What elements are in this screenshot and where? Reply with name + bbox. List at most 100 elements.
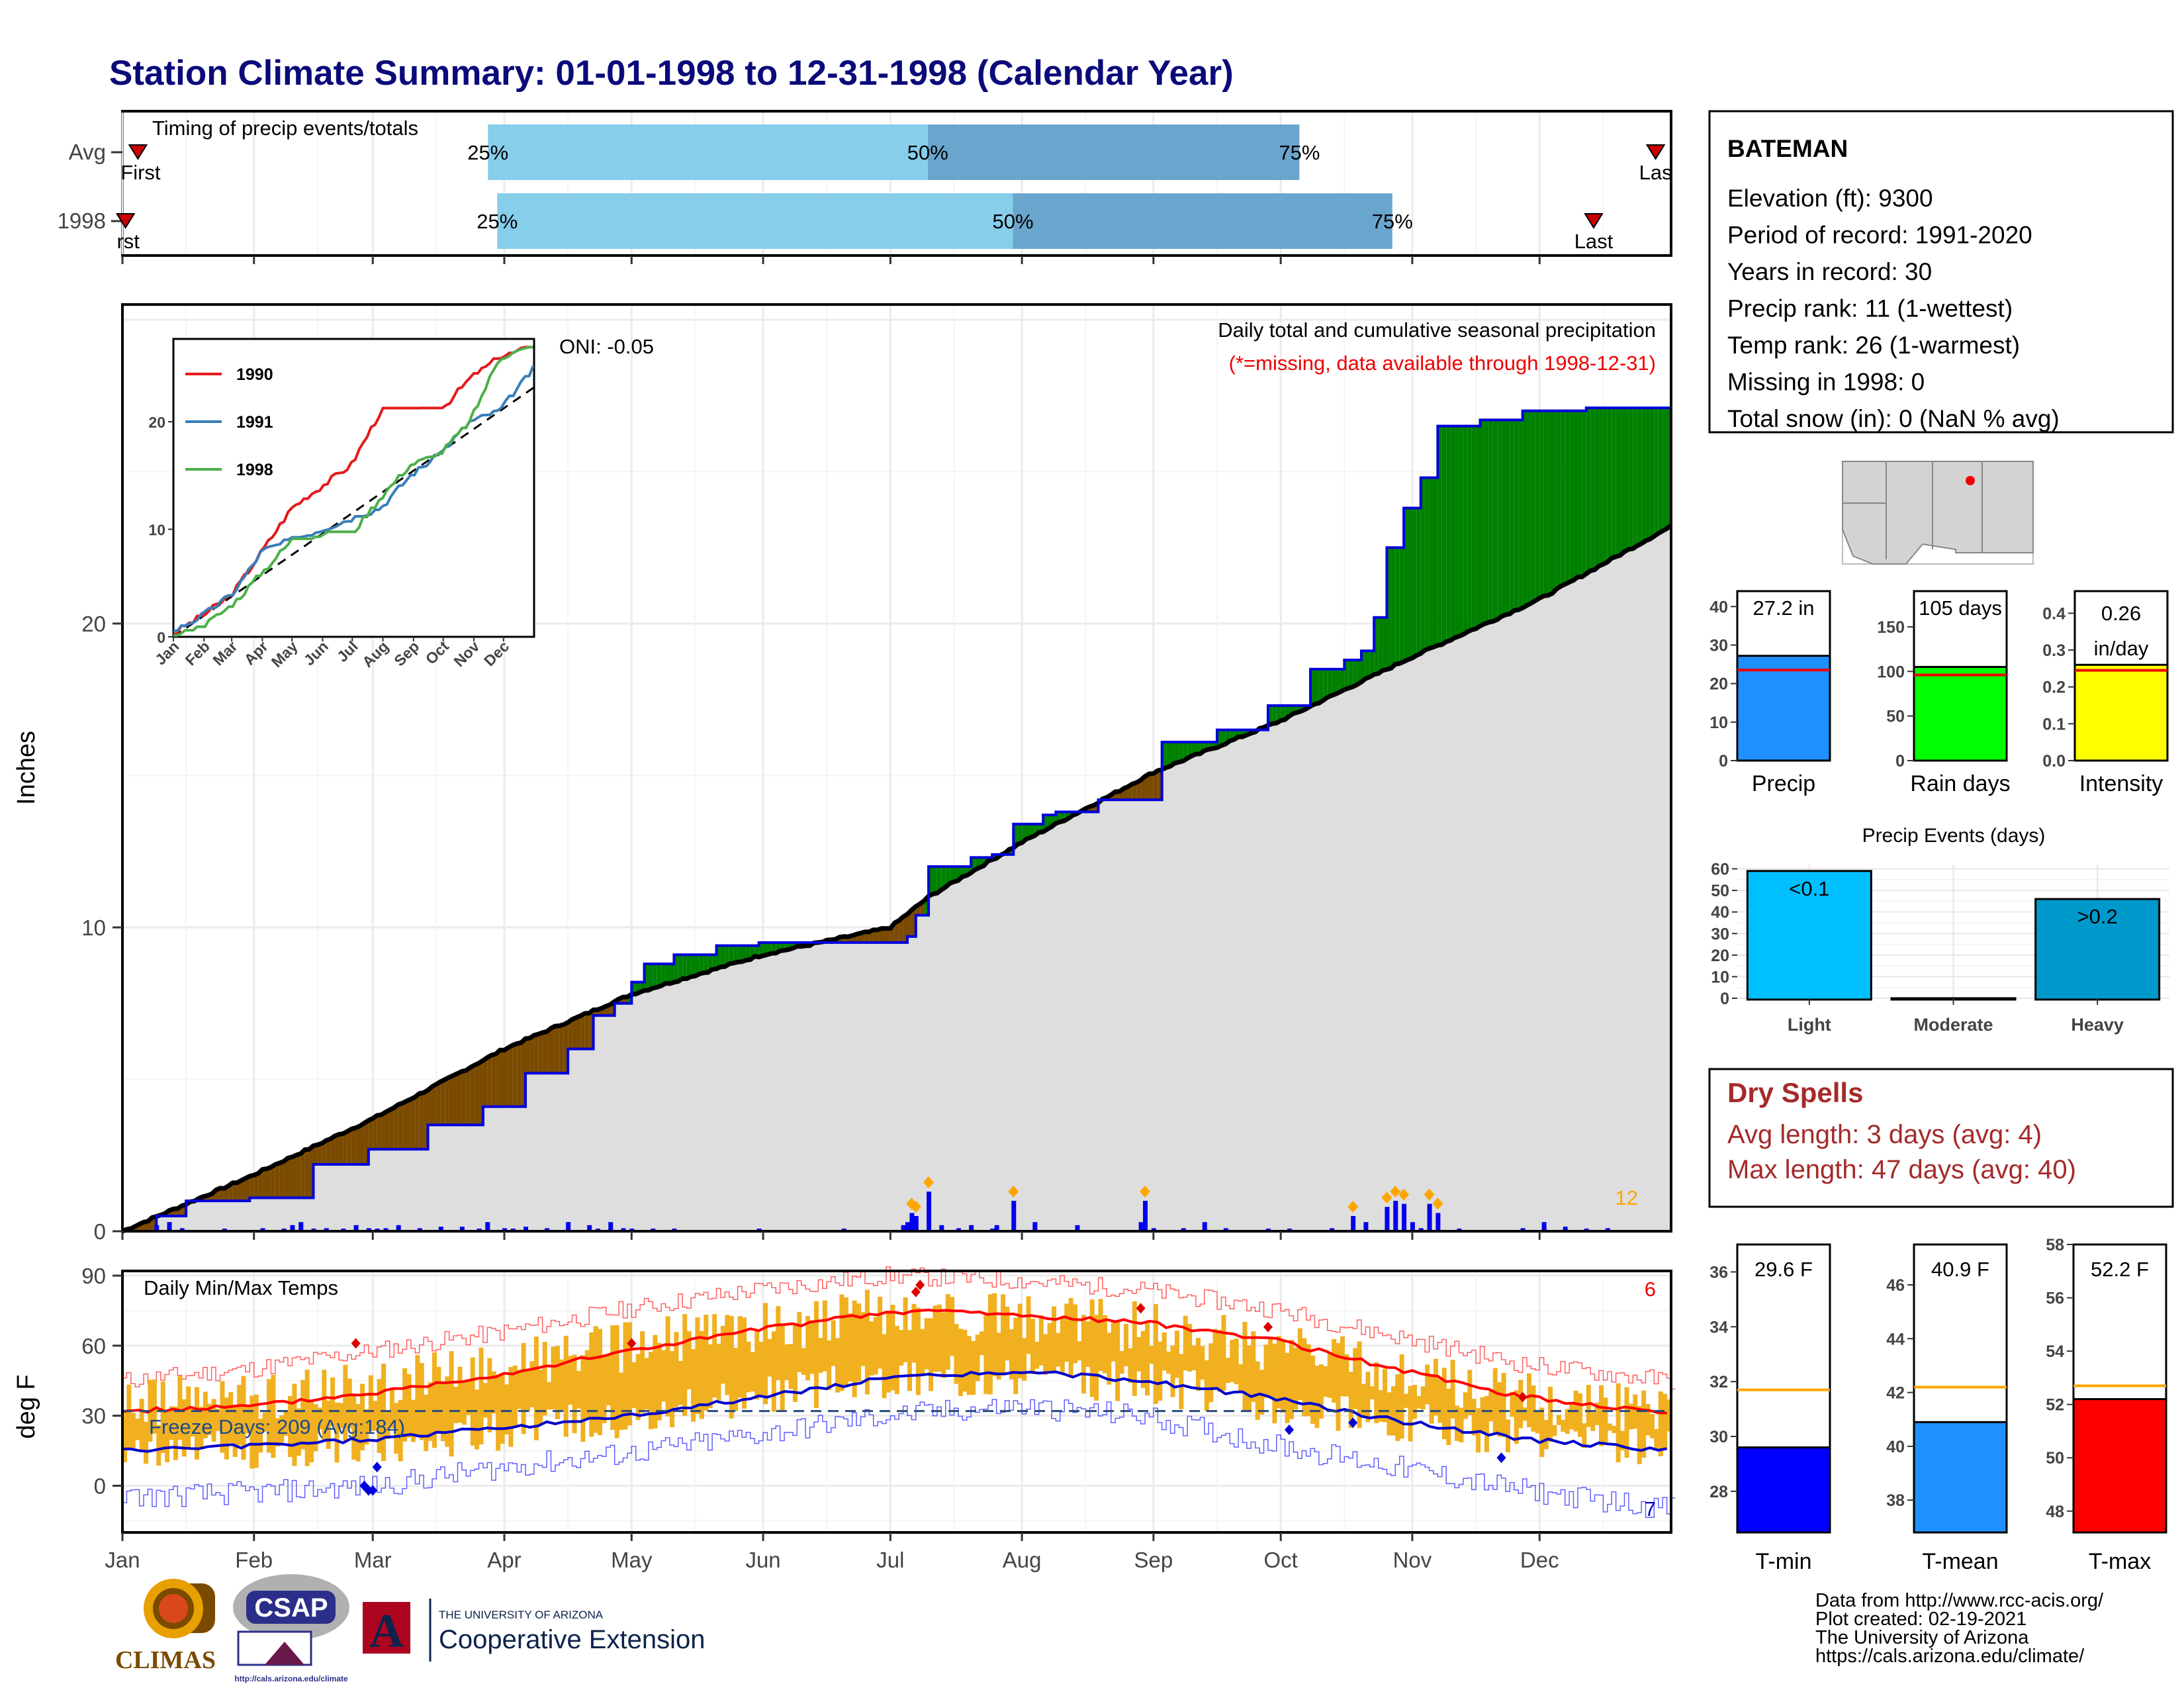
summary-bar-tick-label: 0 — [1895, 752, 1905, 771]
record-high-marker — [351, 1338, 361, 1349]
anomaly-fill — [1383, 617, 1387, 671]
month-axis: Jan Feb Mar Apr May Jun Jul Aug Sep Oct Nov Dec — [105, 256, 1559, 1572]
daily-temp-bar — [771, 1331, 776, 1412]
climas-logo-text: CLIMAS — [115, 1646, 216, 1674]
anomaly-fill — [1166, 741, 1171, 768]
temp-bar-tick-label: 52 — [2046, 1396, 2064, 1415]
observed-cumulative-line — [122, 404, 1672, 1233]
anomaly-fill — [512, 1043, 518, 1107]
anomaly-fill — [517, 1043, 522, 1107]
anomaly-fill — [445, 1077, 449, 1125]
anomaly-fill — [733, 945, 738, 963]
anomaly-fill — [1450, 426, 1455, 641]
daily-temp-bar — [580, 1355, 586, 1442]
daily-temp-bar — [1128, 1348, 1133, 1383]
daily-temp-bar — [1038, 1315, 1044, 1366]
daily-temp-bar — [322, 1370, 327, 1442]
anomaly-fill — [1510, 420, 1514, 614]
temp-min-count: 7 — [1645, 1497, 1656, 1521]
precip-y-tick-label: 20 — [81, 612, 106, 636]
location-map — [1842, 461, 2034, 565]
anomaly-fill — [262, 1168, 267, 1198]
daily-temp-bar — [1561, 1419, 1566, 1432]
daily-precip-bar — [459, 1227, 465, 1231]
daily-temp-bar — [704, 1315, 709, 1411]
anomaly-fill — [886, 928, 891, 943]
daily-temp-bar — [936, 1304, 942, 1372]
daily-temp-bar — [576, 1371, 581, 1409]
credit-line-3: The University of Arizona — [1815, 1627, 2029, 1648]
anomaly-fill — [351, 1127, 356, 1165]
anomaly-fill — [487, 1055, 492, 1107]
daily-temp-bar — [958, 1329, 963, 1396]
daily-temp-bar — [1238, 1364, 1244, 1393]
daily-temp-bar — [839, 1294, 844, 1391]
anomaly-fill — [1467, 426, 1472, 632]
daily-temp-bar — [602, 1357, 607, 1423]
daily-temp-bar — [1060, 1316, 1065, 1374]
daily-precip-bar — [1563, 1227, 1568, 1231]
summary-bar-1 — [1913, 666, 2008, 762]
daily-precip-bar — [1385, 1207, 1390, 1231]
temp-bar-tick-label: 32 — [1709, 1373, 1728, 1391]
precip-chart-subtitle: (*=missing, data available through 1998-… — [1229, 352, 1656, 375]
daily-precip-bar — [905, 1222, 911, 1231]
daily-temp-bar — [682, 1314, 688, 1416]
summary-bar-tick-label: 10 — [1709, 714, 1728, 732]
anomaly-fill — [470, 1064, 475, 1125]
station-info-box: BATEMAN Elevation (ft): 9300 Period of re… — [1708, 110, 2174, 434]
daily-temp-bar — [250, 1395, 255, 1469]
daily-temp-bar — [1353, 1348, 1358, 1409]
anomaly-fill — [360, 1123, 365, 1165]
events-y-tick-label: 50 — [1711, 882, 1729, 900]
daily-temp-bar — [1234, 1338, 1239, 1385]
daily-precip-bar — [608, 1222, 614, 1231]
daily-temp-bar — [1259, 1370, 1265, 1415]
daily-temp-bar — [882, 1334, 887, 1399]
anomaly-fill — [1369, 651, 1375, 677]
inset-y-tick-label: 20 — [148, 414, 165, 431]
first-event-label: First — [120, 161, 161, 184]
extreme-precip-marker — [910, 1201, 921, 1213]
daily-temp-bar — [1081, 1315, 1086, 1394]
daily-temp-bar — [665, 1316, 670, 1417]
timing-q75-label: 75% — [1372, 210, 1413, 233]
last-event-marker — [1584, 213, 1604, 229]
anomaly-fill — [542, 1031, 547, 1074]
daily-precip-bar — [1427, 1203, 1432, 1231]
anomaly-fill — [1463, 426, 1468, 635]
anomaly-fill — [737, 945, 742, 962]
daily-temp-bar — [1531, 1385, 1536, 1432]
month-label: Aug — [1003, 1548, 1042, 1572]
month-label: Dec — [1520, 1548, 1559, 1572]
daily-temp-bar — [763, 1303, 768, 1405]
daily-temp-bar — [428, 1382, 433, 1441]
daily-temp-bar — [1289, 1339, 1295, 1419]
anomaly-fill — [1332, 669, 1336, 696]
anomaly-fill — [1408, 508, 1412, 660]
daily-temp-bar — [1459, 1407, 1464, 1442]
daily-temp-bar — [262, 1412, 267, 1432]
anomaly-fill — [1641, 408, 1646, 544]
timing-panel: Timing of precip events/totals Avg 25% 50%… — [58, 110, 1672, 257]
record-low-marker — [368, 1485, 378, 1496]
daily-temp-bar — [1089, 1299, 1095, 1397]
daily-temp-bar — [1111, 1322, 1116, 1362]
first-event-label: rst — [116, 230, 140, 253]
daily-temp-bar — [377, 1379, 382, 1454]
anomaly-fill — [1459, 426, 1463, 637]
anomaly-fill — [691, 955, 696, 977]
daily-temp-bar — [1535, 1411, 1540, 1434]
daily-precip-bar — [485, 1222, 490, 1231]
anomaly-fill — [695, 955, 700, 976]
temp-y-tick-label: 60 — [81, 1334, 106, 1358]
temp-bar-tick-label: 42 — [1886, 1384, 1905, 1403]
anomaly-fill — [220, 1188, 224, 1201]
anomaly-fill — [1556, 410, 1561, 589]
anomaly-fill — [377, 1114, 382, 1150]
summary-bar-label: Precip — [1752, 771, 1815, 796]
anomaly-fill — [343, 1131, 347, 1165]
daily-temp-bar — [1297, 1328, 1302, 1400]
temp-bar-t-mean — [1913, 1421, 2008, 1534]
